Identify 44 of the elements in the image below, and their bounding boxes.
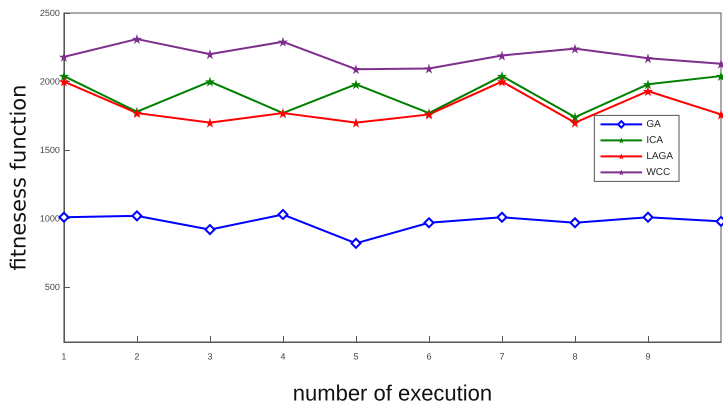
point (496, 76, 507, 87)
y-tick-label: 1500 (40, 145, 60, 156)
x-tick-label: 9 (645, 352, 650, 362)
x-tick-label: 2 (134, 352, 140, 362)
point (58, 71, 69, 82)
point (496, 50, 507, 60)
x-axis-title: number of execution (292, 380, 492, 406)
x-tick-label: 1 (61, 352, 66, 362)
point (58, 52, 69, 62)
y-tick-label: 1000 (40, 214, 60, 224)
point (496, 212, 508, 223)
point (570, 44, 580, 54)
point (278, 36, 288, 47)
legend-label: LAGA (646, 150, 674, 162)
point (424, 64, 434, 74)
point (350, 238, 362, 249)
x-tick-label: 5 (353, 352, 358, 362)
legend-label: GA (646, 118, 662, 130)
point (58, 212, 70, 223)
point (569, 217, 580, 228)
y-tick-label: 2500 (40, 8, 60, 18)
point (642, 86, 653, 96)
point (277, 209, 288, 220)
y-tick-label: 2000 (40, 76, 60, 87)
x-tick-label: 7 (499, 352, 504, 362)
point (132, 34, 142, 44)
x-tick-label: 4 (280, 352, 286, 362)
point (204, 76, 215, 87)
point (350, 64, 361, 74)
y-axis-title: fitnesess function (6, 84, 30, 270)
x-tick-label: 6 (426, 352, 432, 362)
point (642, 212, 654, 223)
legend-label: WCC (646, 166, 670, 178)
point (423, 217, 434, 228)
x-tick-label: 3 (207, 352, 212, 362)
point (570, 118, 580, 128)
point (350, 79, 361, 90)
point (570, 112, 580, 122)
point (58, 76, 69, 87)
legend-label: ICA (646, 134, 664, 146)
point (131, 210, 142, 222)
point (204, 224, 216, 236)
x-tick-label: 8 (572, 352, 578, 362)
y-tick-label: 500 (44, 282, 60, 292)
